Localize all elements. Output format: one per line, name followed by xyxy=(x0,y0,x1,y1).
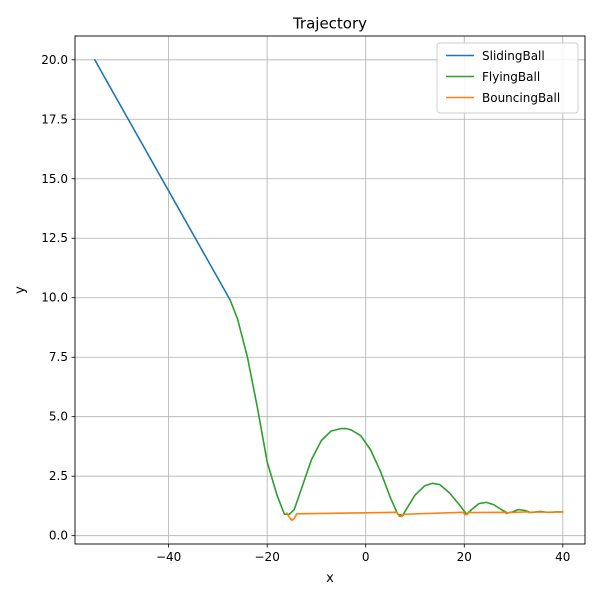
legend-label-slidingball: SlidingBall xyxy=(482,49,545,63)
y-tick-label: 17.5 xyxy=(41,112,68,126)
y-axis-label: y xyxy=(13,286,28,294)
series-lines xyxy=(93,58,564,522)
x-axis-label: x xyxy=(326,571,334,586)
legend-box xyxy=(436,42,579,114)
chart-title: Trajectory xyxy=(292,15,367,33)
legend-label-flyingball: FlyingBall xyxy=(482,70,540,84)
y-tick-label: 7.5 xyxy=(49,350,68,364)
x-tick-label: −20 xyxy=(255,550,280,564)
y-tick-label: 5.0 xyxy=(49,410,68,424)
x-tick-label: 20 xyxy=(457,550,472,564)
x-tick-label: −40 xyxy=(156,550,181,564)
legend: SlidingBall FlyingBall BouncingBall xyxy=(436,42,579,114)
x-tick-label: 0 xyxy=(362,550,370,564)
y-tick-label: 12.5 xyxy=(41,231,68,245)
y-tick-label: 2.5 xyxy=(49,469,68,483)
y-tick-label: 10.0 xyxy=(41,291,68,305)
series-line-bouncingball xyxy=(286,511,564,522)
series-line-slidingball xyxy=(93,58,232,301)
y-tick-label: 20.0 xyxy=(41,53,68,67)
grid xyxy=(75,36,585,544)
axes-frame xyxy=(74,35,586,545)
legend-label-bouncingball: BouncingBall xyxy=(482,91,560,105)
x-tick-label: 40 xyxy=(555,550,570,564)
series-line-flyingball xyxy=(229,299,564,517)
axis-ticks: −40 −20 0 20 40 0.0 2.5 5.0 7.5 10.0 12.5 15.0 17.5 2… xyxy=(41,53,570,564)
y-tick-label: 0.0 xyxy=(49,529,68,543)
y-tick-label: 15.0 xyxy=(41,172,68,186)
